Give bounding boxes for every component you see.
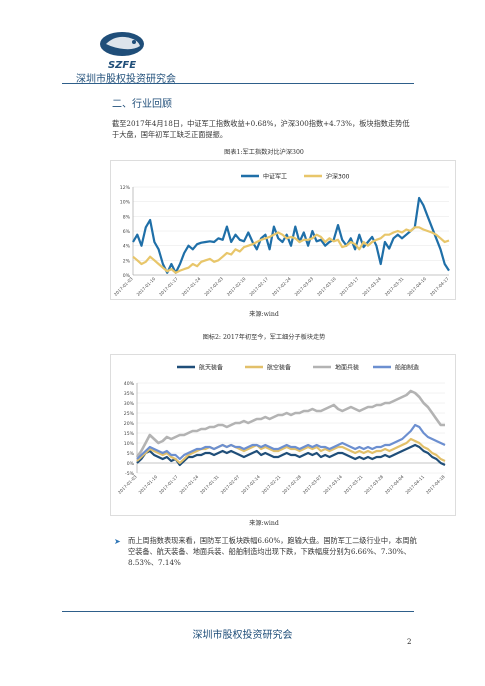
x-tick-label: 2017-02-07 <box>220 474 241 495</box>
x-tick-label: 2017-02-24 <box>271 276 292 297</box>
y-tick-label: 25% <box>124 411 135 417</box>
x-tick-label: 2017-02-03 <box>203 276 224 297</box>
header-org-name: 深圳市股权投资研究会 <box>76 74 176 85</box>
x-tick-label: 2017-03-10 <box>316 276 337 297</box>
x-tick-label: 2017-02-17 <box>248 276 269 297</box>
x-tick-label: 2017-03-17 <box>339 276 360 297</box>
x-tick-label: 2017-01-10 <box>137 474 158 495</box>
legend-label: 沪深300 <box>326 173 350 181</box>
chart2-source: 来源:wind <box>249 520 279 527</box>
x-tick-label: 2017-02-21 <box>261 474 282 495</box>
y-tick-label: 0% <box>127 461 135 467</box>
header-divider <box>62 83 414 84</box>
x-tick-label: 2017-04-04 <box>384 474 405 495</box>
chart1-title: 图表1:军工指数对比沪深300 <box>224 149 304 156</box>
footer-org-name: 深圳市股权投资研究会 <box>192 630 293 641</box>
x-tick-label: 2017-03-21 <box>343 474 364 495</box>
y-tick-label: 6% <box>123 229 131 235</box>
x-tick-label: 2017-01-17 <box>158 276 179 297</box>
y-tick-label: 2% <box>123 258 131 264</box>
x-tick-label: 2017-02-28 <box>281 474 302 495</box>
x-tick-label: 2017-01-10 <box>136 276 157 297</box>
x-tick-label: 2017-04-10 <box>406 276 427 297</box>
series-line <box>132 196 450 274</box>
bullet-arrow-icon: ➤ <box>114 537 121 546</box>
series-line <box>136 437 446 465</box>
x-tick-label: 2017-03-07 <box>302 474 323 495</box>
x-tick-label: 2017-01-17 <box>158 474 179 495</box>
chart2-svg: 航天装备 航空装备 地面兵装 船舶制造 -5% 0% 5% 10% 15% 20% 25% 30% 35… <box>110 354 456 516</box>
x-tick-label: 2017-03-28 <box>363 474 384 495</box>
y-tick-label: 30% <box>124 401 135 407</box>
y-tick-label: 10% <box>120 200 131 206</box>
legend-label: 航天装备 <box>199 364 223 372</box>
legend-label: 船舶制造 <box>395 364 419 372</box>
x-tick-label: 2017-04-18 <box>425 474 446 495</box>
x-tick-label: 2017-04-11 <box>404 474 425 495</box>
y-tick-label: 35% <box>124 391 135 397</box>
chart2-title: 图标2: 2017年初至今，军工细分子板块走势 <box>202 334 326 341</box>
x-tick-label: 2017-01-31 <box>199 474 220 495</box>
y-tick-label: 15% <box>124 431 135 437</box>
y-tick-label: 4% <box>123 244 131 250</box>
x-tick-label: 2017-02-14 <box>240 474 261 495</box>
weekly-review-paragraph: 而上周指数表现来看，国防军工板块跌幅6.60%，跑输大盘。国防军工二级行业中，本… <box>128 536 417 567</box>
intro-paragraph: 截至2017年4月18日，中证军工指数收益+0.68%，沪深300指数+4.73… <box>112 119 410 139</box>
x-tick-label: 2017-01-03 <box>117 474 138 495</box>
x-tick-label: 2017-01-24 <box>179 474 200 495</box>
legend-label: 地面兵装 <box>335 364 359 372</box>
y-tick-label: -5% <box>125 471 135 477</box>
x-tick-label: 2017-03-24 <box>361 276 382 297</box>
x-tick-label: 2017-04-17 <box>429 276 450 297</box>
chart1-source: 来源:wind <box>249 311 279 318</box>
legend-label: 中证军工 <box>263 173 287 181</box>
logo-text: SZFE <box>108 60 136 71</box>
page-number: 2 <box>407 638 412 646</box>
y-tick-label: 0% <box>123 273 131 279</box>
y-tick-label: 12% <box>120 185 131 191</box>
x-tick-label: 2017-01-03 <box>113 276 134 297</box>
y-tick-label: 8% <box>123 214 131 220</box>
szfe-logo: SZFE <box>100 32 144 71</box>
series-line <box>136 423 446 461</box>
series-line <box>135 389 445 458</box>
series-line <box>136 443 446 467</box>
series-line <box>132 226 450 274</box>
x-tick-label: 2017-03-03 <box>294 276 315 297</box>
x-tick-label: 2017-03-14 <box>322 474 343 495</box>
x-tick-label: 2017-02-10 <box>226 276 247 297</box>
y-tick-label: 10% <box>124 441 135 447</box>
legend-label: 航空装备 <box>267 364 291 372</box>
y-tick-label: 20% <box>124 421 135 427</box>
footer-divider <box>62 611 414 612</box>
x-tick-label: 2017-03-31 <box>384 276 405 297</box>
y-tick-label: 5% <box>127 451 135 457</box>
x-tick-label: 2017-01-24 <box>181 276 202 297</box>
y-tick-label: 40% <box>124 381 135 387</box>
section-title: 二、行业回顾 <box>112 99 172 110</box>
